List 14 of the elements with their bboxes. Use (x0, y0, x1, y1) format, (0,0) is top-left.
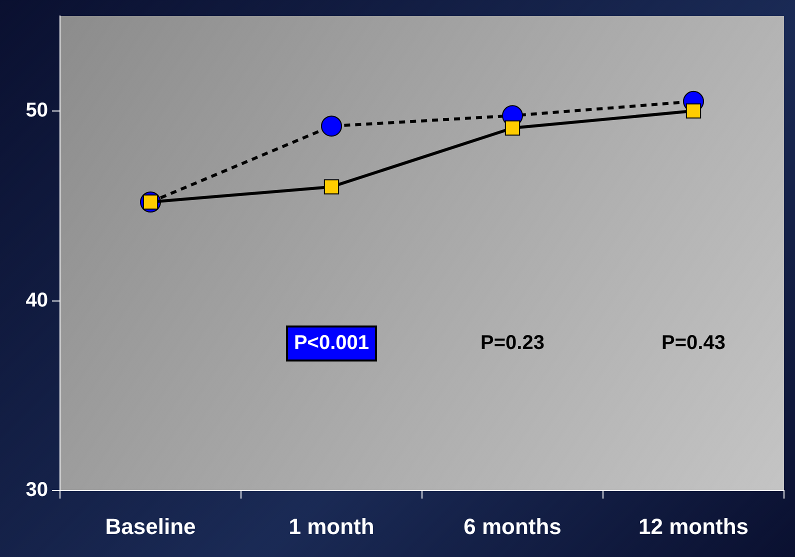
point (686, 103, 702, 118)
y-tick-label: 50 (26, 99, 48, 122)
point (321, 116, 342, 137)
x-tick-label: 1 month (288, 514, 374, 539)
x-tick-label: 6 months (464, 514, 562, 539)
annotation: P=0.23 (480, 332, 544, 354)
x-tick-label: 12 months (638, 514, 749, 539)
x-tick-label: Baseline (105, 514, 196, 539)
y-tick-label: 40 (26, 289, 48, 312)
annotation: P<0.001 (294, 332, 370, 354)
annotation: P=0.43 (662, 332, 726, 354)
y-tick-label: 30 (26, 479, 48, 502)
point (504, 120, 520, 136)
point (324, 179, 340, 194)
